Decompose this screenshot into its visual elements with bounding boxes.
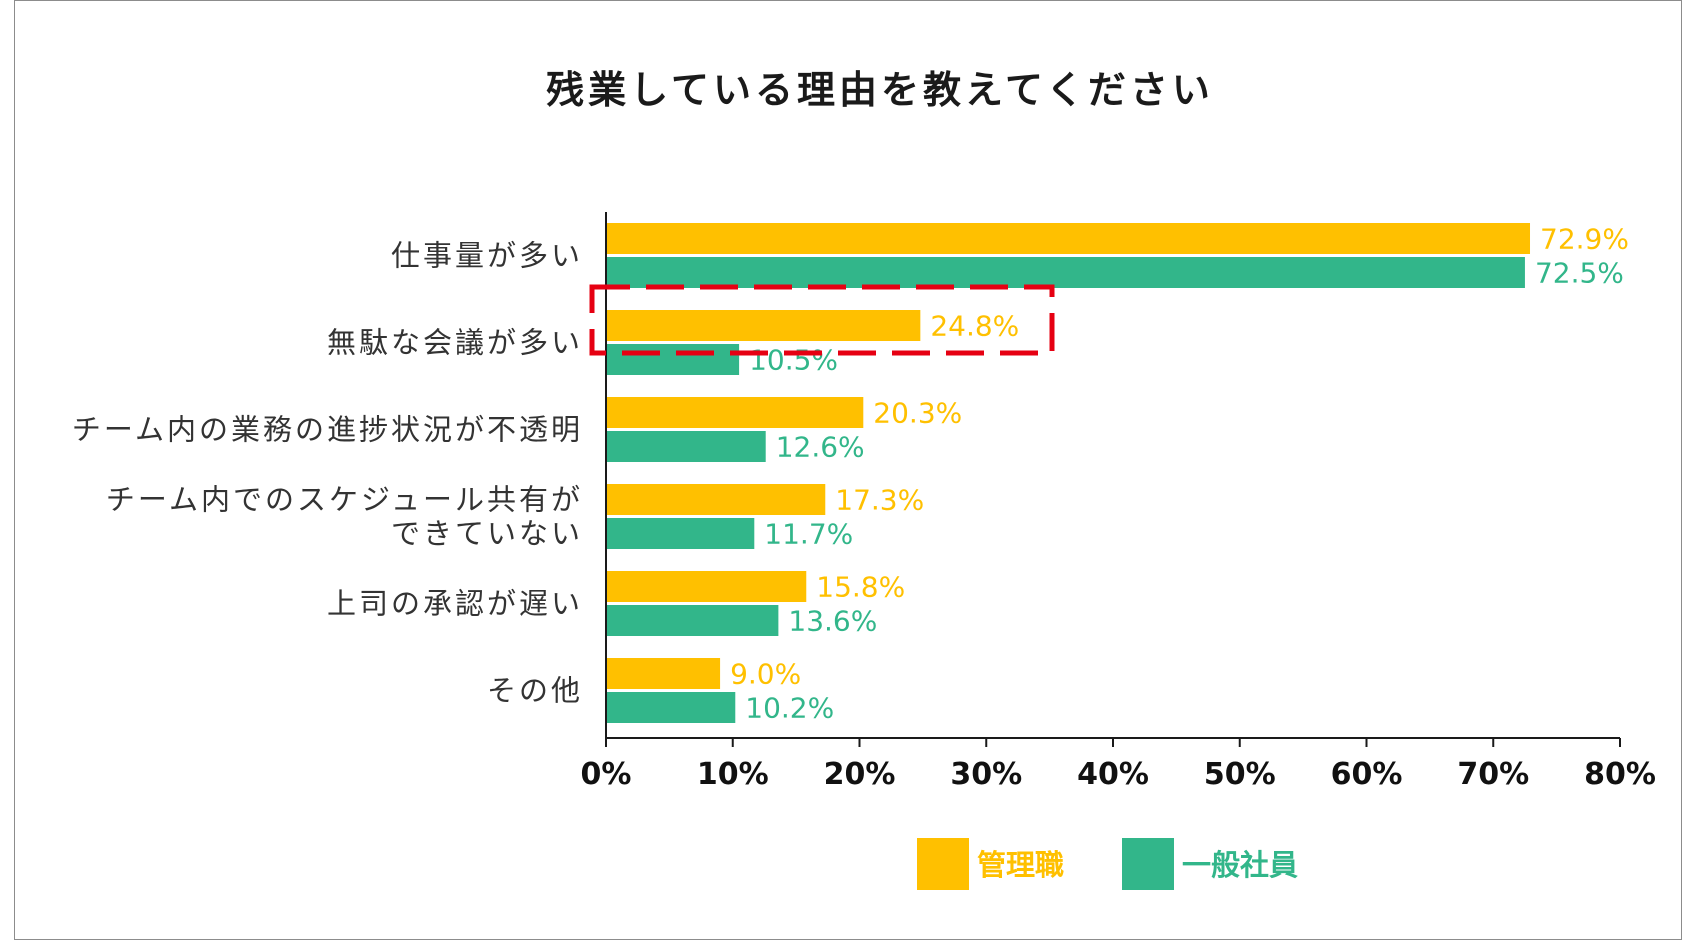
bar-employee xyxy=(607,431,766,462)
x-tick-label: 80% xyxy=(1584,757,1656,792)
category-label: 仕事量が多い xyxy=(391,239,583,273)
data-label: 17.3% xyxy=(835,484,924,517)
legend-label-employee: 一般社員 xyxy=(1182,848,1298,882)
data-label: 9.0% xyxy=(730,658,801,691)
category-label: チーム内の業務の進捗状況が不透明 xyxy=(72,413,583,447)
bar-employee xyxy=(607,692,736,723)
bar-employee xyxy=(607,605,779,636)
data-label: 24.8% xyxy=(930,310,1019,343)
data-label: 72.5% xyxy=(1535,257,1624,290)
bar-manager xyxy=(607,223,1531,254)
category-label: できていない xyxy=(391,517,583,551)
bar-employee xyxy=(607,344,740,375)
x-tick-label: 0% xyxy=(581,757,632,792)
x-tick-label: 20% xyxy=(824,757,896,792)
chart-frame xyxy=(14,0,1682,940)
legend-swatch-employee xyxy=(1122,838,1174,890)
data-label: 12.6% xyxy=(776,431,865,464)
category-label: 無駄な会議が多い xyxy=(327,326,583,360)
data-label: 72.9% xyxy=(1540,223,1629,256)
legend: 管理職 一般社員 xyxy=(917,838,1298,890)
bar-employee xyxy=(607,257,1525,288)
data-label: 10.2% xyxy=(745,692,834,725)
bar-manager xyxy=(607,658,721,689)
highlight-box xyxy=(589,284,1055,356)
bar-employee xyxy=(607,518,755,549)
bar-manager xyxy=(607,397,864,428)
bar-manager xyxy=(607,484,826,515)
plot-area: 0% 10% 20% 30% 40% 50% 60% 70% 80% 仕事量が多い 72.9%72.… xyxy=(72,212,1656,792)
x-tick-label: 30% xyxy=(950,757,1022,792)
x-tick-label: 10% xyxy=(697,757,769,792)
data-label: 15.8% xyxy=(816,571,905,604)
category-label: チーム内でのスケジュール共有が xyxy=(106,483,583,517)
x-tick-label: 50% xyxy=(1204,757,1276,792)
x-tick-label: 60% xyxy=(1331,757,1403,792)
bar-manager xyxy=(607,571,807,602)
bar-manager xyxy=(607,310,921,341)
category-label: 上司の承認が遅い xyxy=(327,587,583,621)
legend-label-manager: 管理職 xyxy=(977,848,1064,882)
chart-title: 残業している理由を教えてください xyxy=(546,68,1214,112)
data-label: 10.5% xyxy=(749,344,838,377)
x-tick-label: 40% xyxy=(1077,757,1149,792)
data-label: 20.3% xyxy=(873,397,962,430)
category-label: その他 xyxy=(487,674,583,708)
legend-swatch-manager xyxy=(917,838,969,890)
x-tick-label: 70% xyxy=(1457,757,1529,792)
data-label: 11.7% xyxy=(764,518,853,551)
data-label: 13.6% xyxy=(788,605,877,638)
